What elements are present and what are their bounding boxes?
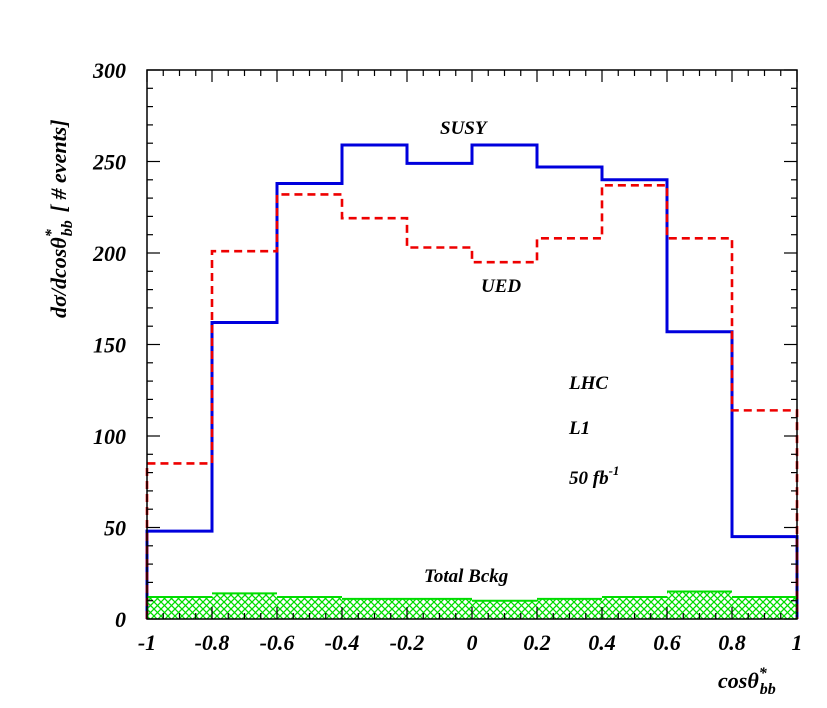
x-tick-label: 0.2 xyxy=(523,630,551,655)
y-axis-title-sup: * xyxy=(43,228,60,237)
x-tick-label: -1 xyxy=(138,630,156,655)
x-tick-label: -0.6 xyxy=(260,630,295,655)
y-tick-label: 300 xyxy=(92,58,126,83)
susy-label: SUSY xyxy=(440,118,489,139)
y-tick-label: 200 xyxy=(92,241,126,266)
x-axis-title-sup: * xyxy=(759,665,768,682)
x-tick-label: 0.8 xyxy=(718,630,746,655)
lumi-value: 50 fb xyxy=(569,468,609,489)
lumi-label: 50 fb-1 xyxy=(569,463,619,489)
y-axis-title-units: [ # events] xyxy=(46,119,71,212)
total-bckg-hatch-area xyxy=(147,591,797,619)
x-tick-label: 1 xyxy=(792,630,803,655)
l1-label: L1 xyxy=(568,418,590,439)
y-tick-label: 0 xyxy=(115,607,126,632)
x-axis-title: cosθ* bb xyxy=(718,665,776,698)
x-axis-title-main: cosθ xyxy=(718,668,759,693)
ued-histogram-line xyxy=(145,183,799,619)
ued-label: UED xyxy=(481,276,521,297)
y-tick-label: 150 xyxy=(93,333,126,358)
x-tick-label: 0.4 xyxy=(588,630,616,655)
y-tick-label: 50 xyxy=(104,516,126,541)
series-layer xyxy=(145,143,799,619)
axis-layer: -1 -0.8 -0.6 -0.4 -0.2 0 0.2 0.4 0.6 0.8 1 0 50 100 15… xyxy=(92,58,803,655)
y-axis-title-sub: bb xyxy=(59,220,76,236)
y-tick-label: 100 xyxy=(93,424,126,449)
x-tick-label: 0.6 xyxy=(653,630,681,655)
y-axis-title: dσ/dcosθ*bb [ # events] xyxy=(43,119,76,318)
lhc-label: LHC xyxy=(568,373,608,394)
lumi-exponent: -1 xyxy=(609,463,620,478)
x-axis-title-sub: bb xyxy=(760,681,776,698)
susy-histogram-line xyxy=(145,143,799,619)
y-tick-label: 250 xyxy=(92,150,126,175)
x-tick-label: 0 xyxy=(467,630,478,655)
x-tick-label: -0.8 xyxy=(195,630,230,655)
x-tick-label: -0.2 xyxy=(390,630,425,655)
x-tick-label: -0.4 xyxy=(325,630,360,655)
bckg-label: Total Bckg xyxy=(424,566,508,587)
y-axis-title-main: dσ/dcosθ xyxy=(46,237,71,318)
